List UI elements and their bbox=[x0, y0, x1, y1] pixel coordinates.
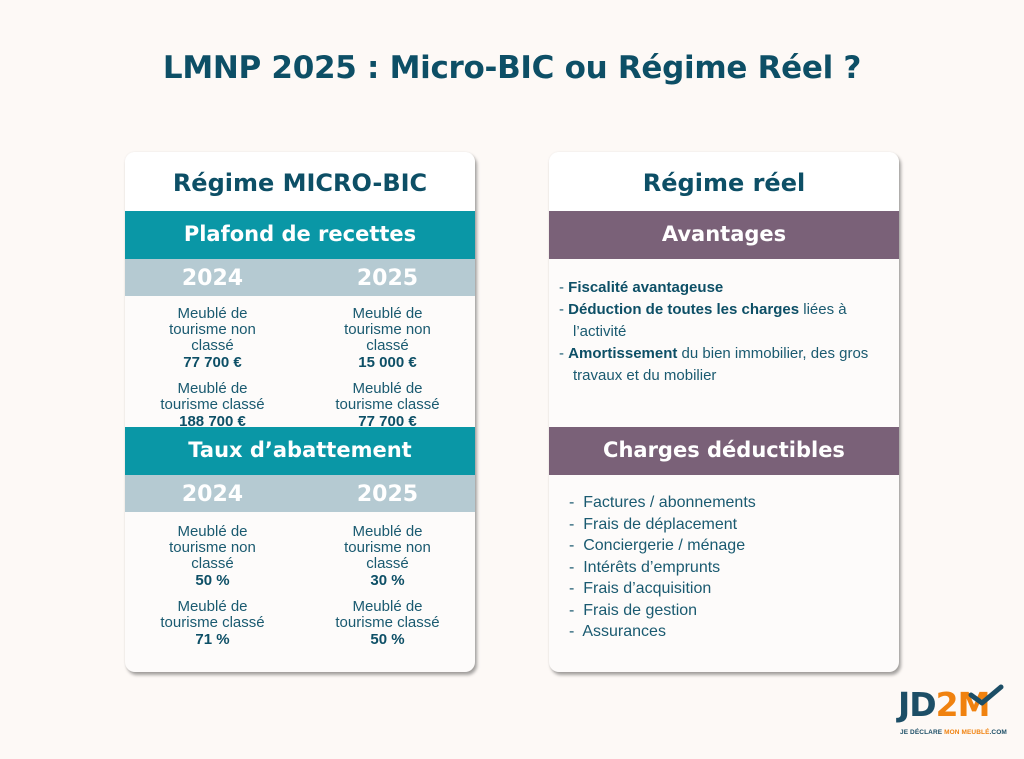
taux-heading: Taux d’abattement bbox=[125, 427, 475, 475]
page-title: LMNP 2025 : Micro-BIC ou Régime Réel ? bbox=[162, 50, 862, 86]
plafond-col-2025: Meublé de tourisme non classé 15 000 € M… bbox=[300, 305, 475, 431]
charge-item: - Assurances bbox=[569, 623, 666, 640]
charge-item: - Frais de déplacement bbox=[569, 515, 738, 533]
charge-label: Frais de déplacement bbox=[583, 515, 738, 533]
charge-label: Frais d’acquisition bbox=[583, 580, 712, 597]
checkmark-icon bbox=[968, 684, 1004, 706]
entry-label: Meublé de tourisme non classé bbox=[344, 523, 431, 572]
avantages-list: - Fiscalité avantageuse - Déduction de t… bbox=[549, 259, 899, 427]
micro-bic-title: Régime MICRO-BIC bbox=[125, 152, 475, 211]
taux-entry: Meublé de tourisme classé 50 % bbox=[300, 598, 475, 649]
charge-item: - Frais de gestion bbox=[569, 601, 698, 619]
taux-entry: Meublé de tourisme non classé 50 % bbox=[125, 523, 300, 590]
entry-label: Meublé de tourisme classé bbox=[160, 598, 265, 631]
plafond-heading: Plafond de recettes bbox=[125, 211, 475, 259]
avantage-item: - Déduction de toutes les charges liées … bbox=[559, 301, 847, 340]
charge-label: Frais de gestion bbox=[583, 601, 698, 619]
year-label: 2025 bbox=[356, 266, 419, 291]
charges-heading: Charges déductibles bbox=[549, 427, 899, 475]
charge-label: Intérêts d’emprunts bbox=[583, 558, 721, 576]
charges-list: - Factures / abonnements - Frais de dépl… bbox=[549, 475, 899, 643]
entry-value: 30 % bbox=[370, 572, 405, 589]
charge-label: Factures / abonnements bbox=[583, 494, 756, 511]
entry-label: Meublé de tourisme non classé bbox=[344, 305, 431, 354]
year-label: 2025 bbox=[356, 482, 419, 507]
charge-item: - Conciergerie / ménage bbox=[569, 537, 746, 554]
taux-col-2025: Meublé de tourisme non classé 30 % Meubl… bbox=[300, 524, 475, 658]
avantage-bold: Déduction de toutes les charges bbox=[568, 301, 800, 318]
charge-label: Conciergerie / ménage bbox=[583, 537, 746, 554]
entry-label: Meublé de tourisme non classé bbox=[169, 523, 256, 572]
micro-bic-card: Régime MICRO-BIC Plafond de recettes 202… bbox=[125, 152, 475, 672]
taux-col-2024: Meublé de tourisme non classé 50 % Meubl… bbox=[125, 524, 300, 658]
avantage-bold: Fiscalité avantageuse bbox=[568, 279, 724, 296]
logo-jd: JD bbox=[898, 685, 937, 724]
taux-entry: Meublé de tourisme classé 71 % bbox=[125, 598, 300, 649]
year-label: 2024 bbox=[181, 482, 244, 507]
avantages-heading: Avantages bbox=[549, 211, 899, 259]
charge-item: - Frais d’acquisition bbox=[569, 580, 712, 597]
plafond-years: 2024 2025 bbox=[125, 259, 475, 296]
avantage-bold: Amortissement bbox=[568, 345, 678, 362]
tagline-end: .COM bbox=[989, 729, 1007, 736]
plafond-grid: Meublé de tourisme non classé 77 700 € M… bbox=[125, 296, 475, 431]
entry-value: 15 000 € bbox=[358, 354, 417, 371]
taux-years: 2024 2025 bbox=[125, 475, 475, 512]
avantage-rest: liées à l’activité bbox=[573, 301, 847, 340]
entry-label: Meublé de tourisme classé bbox=[160, 380, 265, 413]
charge-item: - Factures / abonnements bbox=[569, 494, 756, 511]
entry-value: 50 % bbox=[195, 572, 230, 589]
year-label: 2024 bbox=[181, 266, 244, 291]
taux-entry: Meublé de tourisme non classé 30 % bbox=[300, 523, 475, 590]
regime-reel-title: Régime réel bbox=[549, 152, 899, 211]
entry-label: Meublé de tourisme classé bbox=[335, 380, 440, 413]
tagline-dark: JE DÉCLARE bbox=[900, 729, 945, 736]
entry-value: 50 % bbox=[370, 631, 405, 648]
entry-value: 77 700 € bbox=[358, 413, 417, 430]
regime-reel-card: Régime réel Avantages - Fiscalité avanta… bbox=[549, 152, 899, 672]
charge-label: Assurances bbox=[582, 623, 666, 640]
avantage-rest: du bien immobilier, des gros travaux et … bbox=[573, 345, 869, 384]
tagline-orange: MON MEUBLÉ bbox=[944, 729, 990, 736]
avantage-item: - Amortissement du bien immobilier, des … bbox=[559, 345, 869, 384]
plafond-entry: Meublé de tourisme classé 188 700 € bbox=[125, 380, 300, 431]
plafond-entry: Meublé de tourisme non classé 77 700 € bbox=[125, 305, 300, 372]
entry-label: Meublé de tourisme classé bbox=[335, 598, 440, 631]
entry-value: 71 % bbox=[195, 631, 230, 648]
entry-value: 188 700 € bbox=[179, 413, 246, 430]
charge-item: - Intérêts d’emprunts bbox=[569, 558, 721, 576]
jd2m-logo: JD2M JE DÉCLARE MON MEUBLÉ.COM bbox=[898, 684, 1008, 744]
entry-value: 77 700 € bbox=[183, 354, 242, 371]
taux-grid: Meublé de tourisme non classé 50 % Meubl… bbox=[125, 512, 475, 658]
plafond-col-2024: Meublé de tourisme non classé 77 700 € M… bbox=[125, 305, 300, 431]
plafond-entry: Meublé de tourisme non classé 15 000 € bbox=[300, 305, 475, 372]
entry-label: Meublé de tourisme non classé bbox=[169, 305, 256, 354]
avantage-item: - Fiscalité avantageuse bbox=[559, 279, 724, 296]
logo-tagline: JE DÉCLARE MON MEUBLÉ.COM bbox=[900, 729, 1007, 736]
plafond-entry: Meublé de tourisme classé 77 700 € bbox=[300, 380, 475, 431]
